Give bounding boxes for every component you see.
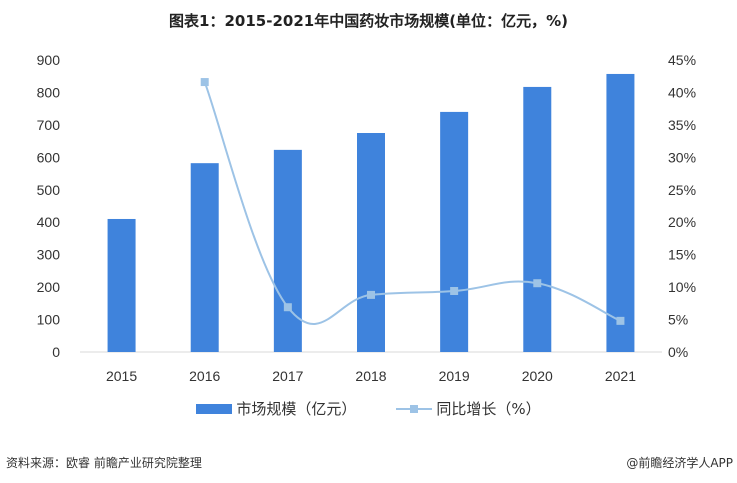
y-tick-label: 100 [37, 312, 61, 328]
legend-label-bar: 市场规模（亿元） [236, 400, 357, 418]
y2-tick-label: 5% [668, 312, 688, 328]
y2-tick-label: 0% [668, 344, 688, 360]
bar [357, 133, 385, 352]
x-tick-label: 2018 [355, 368, 386, 384]
y-tick-label: 0 [52, 344, 60, 360]
x-tick-label: 2019 [439, 368, 470, 384]
x-tick-label: 2021 [605, 368, 636, 384]
x-tick-label: 2015 [106, 368, 137, 384]
growth-point [616, 316, 625, 325]
y-tick-label: 700 [37, 117, 61, 133]
legend-item-line: 同比增长（%） [396, 398, 541, 419]
growth-point [533, 279, 542, 288]
bar [440, 111, 469, 353]
bar [273, 149, 302, 352]
growth-line [203, 81, 621, 325]
legend: 市场规模（亿元） 同比增长（%） [0, 398, 737, 419]
y-tick-label: 300 [37, 247, 61, 263]
y2-tick-label: 40% [668, 84, 696, 100]
bar [523, 86, 552, 352]
growth-point [450, 287, 459, 296]
chart-title: 图表1：2015-2021年中国药妆市场规模(单位：亿元，%) [169, 12, 568, 30]
growth-point [367, 290, 375, 299]
legend-bar-swatch [196, 403, 233, 414]
bar [606, 73, 635, 352]
y2-tick-label: 20% [668, 214, 696, 230]
y-tick-label: 200 [37, 279, 61, 295]
x-tick-label: 2016 [189, 368, 220, 384]
x-tick-label: 2017 [272, 368, 303, 384]
y-tick-label: 800 [37, 84, 61, 100]
y2-tick-label: 10% [668, 279, 696, 295]
legend-label-line: 同比增长（%） [436, 400, 541, 418]
y2-tick-label: 25% [668, 182, 696, 198]
x-tick-label: 2020 [522, 368, 553, 384]
y-tick-label: 500 [37, 182, 61, 198]
y2-tick-label: 30% [668, 149, 696, 165]
bar [190, 163, 219, 352]
source-note: 资料来源：欧睿 前瞻产业研究院整理 [6, 456, 202, 470]
y2-tick-label: 45% [668, 52, 696, 68]
legend-item-bar: 市场规模（亿元） [196, 398, 356, 419]
bar [107, 218, 136, 352]
growth-point [283, 303, 292, 312]
credit: @前瞻经济学人APP [626, 456, 733, 470]
y-tick-label: 400 [37, 214, 61, 230]
y2-tick-label: 15% [668, 247, 696, 263]
growth-point [200, 78, 209, 87]
y-tick-label: 600 [37, 149, 61, 165]
y2-tick-label: 35% [668, 117, 696, 133]
y-tick-label: 900 [37, 52, 61, 68]
